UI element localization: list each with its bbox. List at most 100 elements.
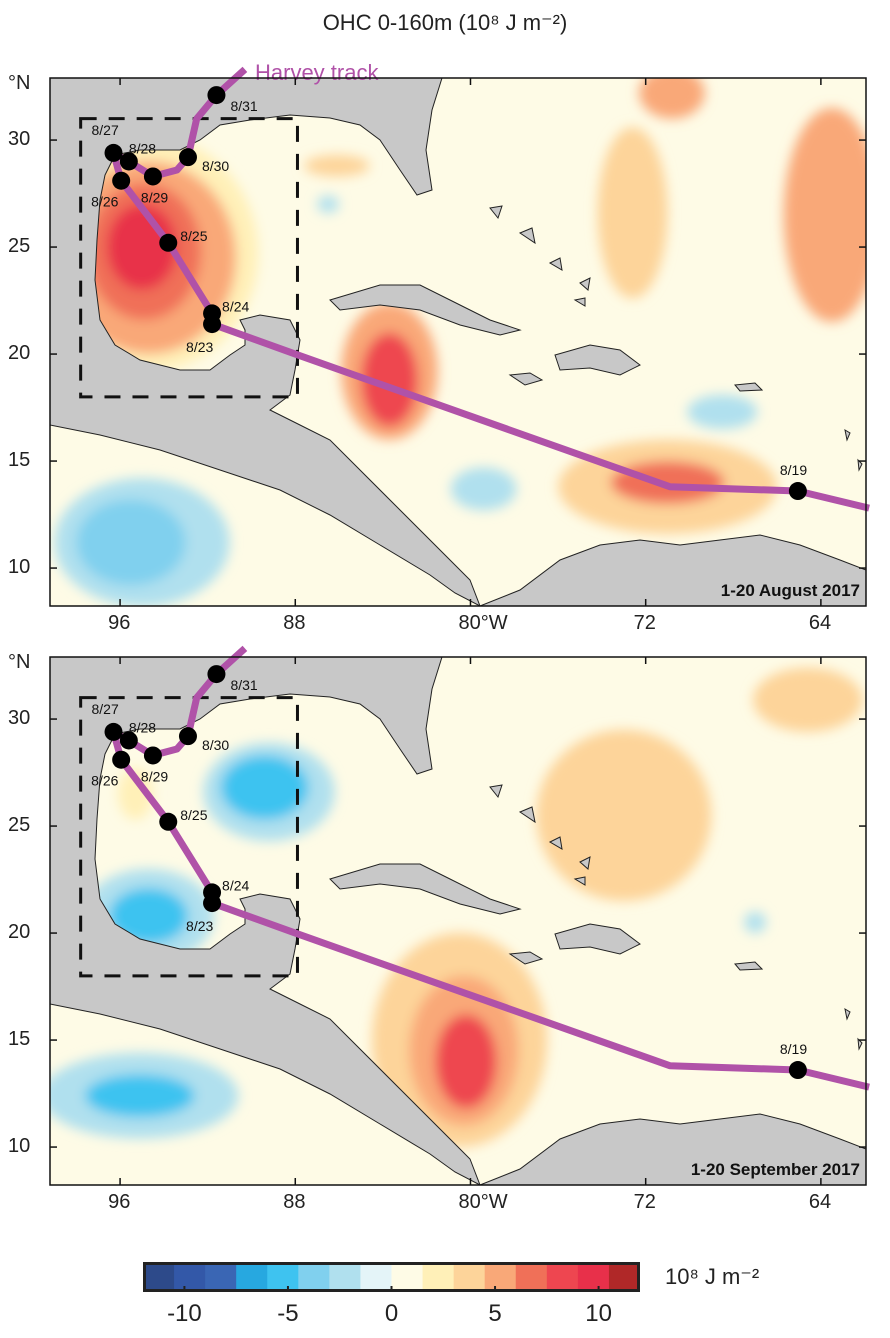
colorbar-tick-label: 0 — [384, 1300, 399, 1327]
track-point — [788, 1061, 807, 1080]
colorbar-bin — [360, 1262, 392, 1292]
land — [329, 284, 522, 336]
colorbar-bin — [236, 1262, 268, 1292]
map-panel-2: 8/19 8/23 8/24 8/25 8/26 8/27 8/28 8/29 8/30 8/31… — [49, 645, 870, 1186]
ohc-anomaly-region — [450, 467, 517, 511]
ohc-anomaly-region — [752, 667, 863, 732]
track-point — [119, 152, 138, 171]
ohc-anomaly-region — [220, 755, 309, 820]
map-panel-1: 8/19 8/23 8/24 8/25 8/26 8/27 8/28 8/29 8/30 8/31… — [49, 60, 870, 607]
track-point-label: 8/26 — [91, 194, 118, 210]
track-point-label: 8/31 — [230, 677, 257, 693]
legend-harvey-track: Harvey track — [255, 60, 379, 85]
y-tick-label: 20 — [8, 342, 31, 365]
ohc-anomaly-region — [536, 729, 712, 901]
colorbar-tick-label: 5 — [488, 1300, 502, 1327]
panel-frame — [49, 656, 867, 1186]
colorbar — [143, 1262, 641, 1292]
ohc-anomaly-region — [744, 911, 767, 934]
y-tick-label: 15 — [8, 1028, 31, 1051]
colorbar-bin — [422, 1262, 455, 1292]
land — [489, 784, 503, 799]
colorbar-bin — [329, 1262, 361, 1292]
track-point — [143, 746, 162, 765]
panel-frame — [49, 77, 867, 607]
land — [508, 372, 544, 386]
track-point — [104, 143, 123, 162]
y-tick-label: 15 — [8, 449, 31, 472]
x-tick-label: 64 — [808, 612, 832, 634]
track-point-label: 8/25 — [180, 807, 207, 823]
land — [508, 951, 544, 965]
colorbar-tick-label: -10 — [167, 1300, 202, 1327]
land — [548, 836, 563, 850]
track-point — [104, 722, 123, 741]
y-tick-label: 25 — [8, 235, 31, 258]
land — [489, 205, 503, 220]
y-tick-label: 10 — [8, 1135, 31, 1158]
colorbar-bin — [391, 1262, 424, 1292]
y-unit-label: °N — [8, 72, 31, 94]
track-point — [112, 750, 131, 769]
y-tick-label: 10 — [8, 556, 31, 579]
colorbar-tick-label: -5 — [277, 1300, 299, 1327]
track-point-label: 8/30 — [202, 158, 229, 174]
land — [554, 923, 641, 955]
panel-period-label: 1-20 September 2017 — [691, 1160, 860, 1179]
panel-period-label: 1-20 August 2017 — [721, 581, 860, 600]
harvey-track-line — [110, 66, 870, 512]
track-point-label: 8/24 — [222, 877, 249, 893]
x-tick-label: 96 — [108, 1191, 131, 1213]
colorbar-tick-label: 10 — [585, 1300, 612, 1327]
x-tick-label: 72 — [633, 612, 656, 634]
land — [573, 297, 586, 307]
track-point-label: 8/28 — [129, 719, 156, 735]
y-tick-label: 30 — [8, 128, 31, 151]
track-point-label: 8/30 — [202, 737, 229, 753]
track-point-label: 8/19 — [780, 1041, 807, 1057]
x-tick-label: 96 — [108, 612, 131, 634]
track-point-label: 8/26 — [91, 773, 118, 789]
track-point — [159, 233, 178, 252]
colorbar-bin — [143, 1262, 175, 1292]
land — [518, 806, 536, 824]
colorbar-units: 10⁸ J m⁻² — [665, 1264, 760, 1289]
land — [844, 1007, 851, 1021]
track-point-label: 8/23 — [186, 339, 213, 355]
track-point — [207, 86, 226, 105]
land — [573, 876, 586, 886]
ohc-anomaly-region — [85, 1074, 195, 1118]
x-tick-label: 80°W — [458, 612, 508, 634]
x-tick-label: 88 — [283, 1191, 306, 1213]
colorbar-bin — [608, 1262, 641, 1292]
colorbar-bin — [515, 1262, 548, 1292]
track-point-label: 8/31 — [230, 98, 257, 114]
y-tick-label: 20 — [8, 921, 31, 944]
ohc-anomaly-region — [76, 499, 186, 586]
colorbar-bin — [484, 1262, 517, 1292]
track-point — [203, 883, 222, 902]
track-point-label: 8/27 — [92, 122, 119, 138]
track-point — [119, 731, 138, 750]
ohc-anomaly-region — [597, 127, 668, 299]
track-point-label: 8/29 — [141, 768, 168, 784]
ohc-anomaly-region — [360, 332, 418, 427]
x-tick-label: 72 — [633, 1191, 656, 1213]
ohc-anomaly-region — [639, 78, 705, 119]
track-point — [203, 304, 222, 323]
land — [518, 227, 536, 245]
colorbar-bin — [546, 1262, 579, 1292]
ohc-anomaly-region — [783, 107, 866, 322]
land — [579, 856, 591, 870]
track-point-label: 8/24 — [222, 298, 249, 314]
track-point-label: 8/29 — [141, 189, 168, 205]
y-tick-label: 30 — [8, 707, 31, 730]
land — [734, 382, 764, 392]
track-point — [143, 167, 162, 186]
land — [857, 458, 863, 472]
track-point-label: 8/19 — [780, 462, 807, 478]
harvey-track-line — [110, 645, 870, 1091]
ohc-anomaly-region — [687, 394, 758, 429]
colorbar-bin — [174, 1262, 206, 1292]
